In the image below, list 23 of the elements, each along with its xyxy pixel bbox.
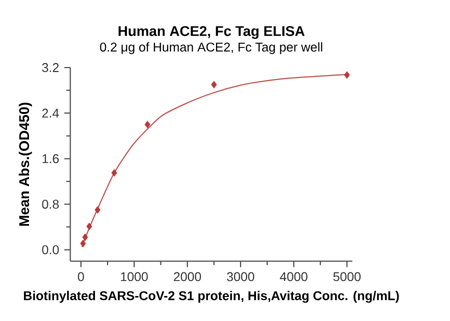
x-tick-label: 2000 — [174, 272, 202, 281]
y-tick-label: 3.2 — [42, 62, 59, 72]
chart-title: Human ACE2, Fc Tag ELISA — [118, 26, 305, 39]
chart-subtitle: 0.2 μg of Human ACE2, Fc Tag per well — [100, 42, 322, 54]
y-tick-label: 2.4 — [42, 108, 59, 118]
point — [82, 233, 88, 241]
point — [80, 240, 86, 247]
point — [94, 206, 100, 214]
x-tick-label: 3000 — [226, 272, 254, 281]
point — [211, 80, 217, 88]
y-tick-label: 1.6 — [42, 154, 59, 163]
x-axis-title: Biotinylated SARS-CoV-2 S1 protein, His,Avitag Conc. (ng/mL) — [24, 290, 399, 303]
point — [111, 169, 118, 176]
y-axis-title: Mean Abs.(OD450) — [18, 102, 32, 226]
point — [344, 71, 350, 78]
y-tick-label: 0.8 — [42, 200, 59, 209]
point — [86, 222, 92, 230]
x-tick-label: 4000 — [280, 272, 308, 281]
x-tick-label: 0 — [78, 272, 84, 281]
x-tick-label: 5000 — [333, 272, 361, 281]
x-tick-label: 1000 — [121, 272, 148, 281]
y-tick-label: 0.0 — [42, 245, 59, 254]
point — [144, 120, 150, 128]
